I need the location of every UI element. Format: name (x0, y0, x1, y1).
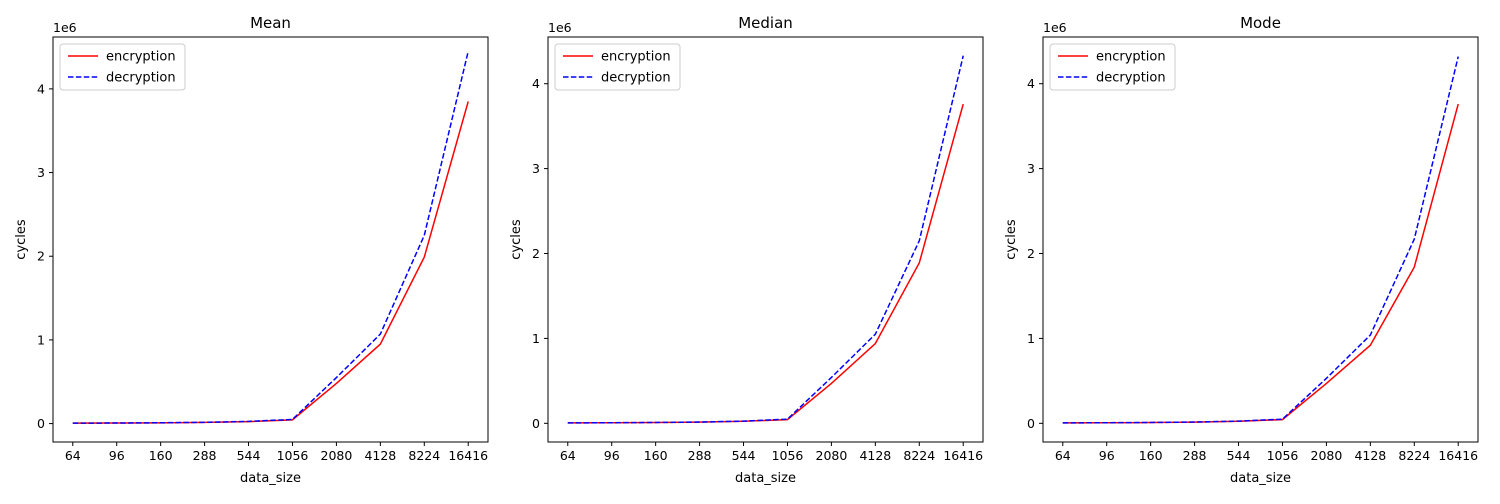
series-line-encryption (567, 103, 964, 424)
legend: encryption decryption (59, 43, 186, 91)
x-tick-label: 64 (65, 448, 81, 463)
x-tick-label: 544 (732, 448, 756, 463)
chart-title: Median (738, 14, 793, 32)
x-tick-label: 96 (604, 448, 620, 463)
y-tick-label: 3 (532, 161, 540, 176)
chart-mean: 64 96 160 288 544 1056 2080 4128 8224 16416 0 1 2 3 4 1… (14, 14, 489, 486)
x-tick-label: 64 (1055, 448, 1071, 463)
legend-label-decryption: decryption (601, 71, 671, 86)
y-tick-label: 4 (37, 81, 45, 96)
x-tick-label: 16416 (1438, 448, 1478, 463)
x-tick-label: 8224 (1398, 448, 1430, 463)
y-axis-label: cycles (1004, 219, 1019, 260)
y-tick-label: 3 (37, 165, 45, 180)
y-axis-multiplier: 1e6 (548, 20, 572, 35)
y-tick-label: 1 (37, 332, 45, 347)
x-tick-label: 4128 (859, 448, 891, 463)
x-tick-label: 160 (644, 448, 668, 463)
series-line-encryption (72, 101, 469, 424)
y-axis-multiplier: 1e6 (53, 20, 77, 35)
y-tick-label: 1 (1027, 331, 1035, 346)
x-tick-label: 288 (688, 448, 712, 463)
y-tick-label: 1 (532, 331, 540, 346)
legend-label-encryption: encryption (106, 50, 176, 65)
y-tick-label: 0 (532, 416, 540, 431)
x-tick-label: 8224 (408, 448, 440, 463)
plot-frame (1042, 36, 1479, 443)
x-tick-label: 1056 (772, 448, 804, 463)
x-tick-label: 16416 (448, 448, 488, 463)
plot-frame (547, 36, 984, 443)
plot-frame (52, 36, 489, 443)
x-tick-label: 288 (193, 448, 217, 463)
legend-label-encryption: encryption (1096, 50, 1166, 65)
series-line-decryption (1062, 56, 1459, 424)
series-line-decryption (567, 55, 964, 424)
x-tick-label: 2080 (816, 448, 848, 463)
x-tick-label: 2080 (321, 448, 353, 463)
x-tick-label: 4128 (364, 448, 396, 463)
chart-mode: 64 96 160 288 544 1056 2080 4128 8224 16416 0 1 2 3 4 1… (1004, 14, 1479, 486)
x-tick-label: 544 (1227, 448, 1251, 463)
chart-title: Mean (250, 14, 291, 32)
legend-label-encryption: encryption (601, 50, 671, 65)
series-line-decryption (72, 51, 469, 424)
legend: encryption decryption (1049, 43, 1176, 91)
x-tick-label: 16416 (943, 448, 983, 463)
legend-label-decryption: decryption (1096, 71, 1166, 86)
x-tick-label: 96 (109, 448, 125, 463)
legend-label-decryption: decryption (106, 71, 176, 86)
chart-title: Mode (1240, 14, 1281, 32)
y-tick-label: 0 (37, 416, 45, 431)
y-tick-label: 2 (532, 246, 540, 261)
x-tick-label: 544 (237, 448, 261, 463)
x-tick-label: 8224 (903, 448, 935, 463)
x-tick-label: 96 (1099, 448, 1115, 463)
x-tick-label: 64 (560, 448, 576, 463)
x-tick-label: 160 (1139, 448, 1163, 463)
x-axis-label: data_size (240, 471, 301, 486)
legend: encryption decryption (554, 43, 681, 91)
x-tick-label: 288 (1183, 448, 1207, 463)
y-tick-label: 2 (37, 249, 45, 264)
chart-median: 64 96 160 288 544 1056 2080 4128 8224 16416 0 1 2 3 4 1… (509, 14, 984, 486)
x-axis-label: data_size (1230, 471, 1291, 486)
x-tick-label: 160 (149, 448, 173, 463)
y-axis-label: cycles (14, 219, 29, 260)
x-tick-label: 2080 (1311, 448, 1343, 463)
y-tick-label: 4 (532, 76, 540, 91)
x-tick-label: 1056 (1267, 448, 1299, 463)
y-tick-label: 3 (1027, 161, 1035, 176)
y-tick-label: 2 (1027, 246, 1035, 261)
y-axis-label: cycles (509, 219, 524, 260)
x-tick-label: 1056 (277, 448, 309, 463)
y-axis-multiplier: 1e6 (1043, 20, 1067, 35)
x-axis-label: data_size (735, 471, 796, 486)
y-tick-label: 4 (1027, 76, 1035, 91)
series-line-encryption (1062, 103, 1459, 424)
x-tick-label: 4128 (1354, 448, 1386, 463)
y-tick-label: 0 (1027, 416, 1035, 431)
